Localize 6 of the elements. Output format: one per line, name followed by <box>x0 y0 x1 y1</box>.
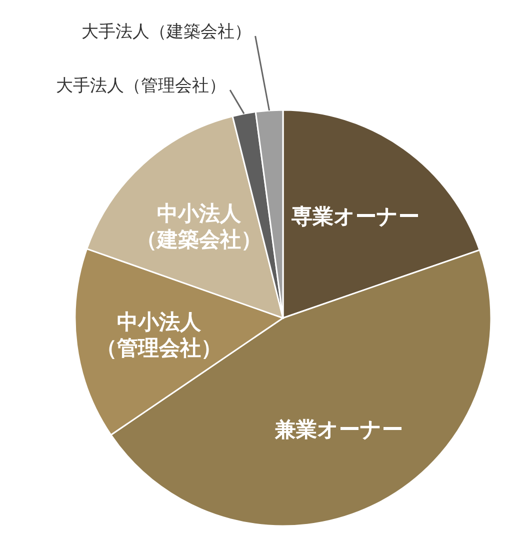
slice-label: 中小法人（管理会社） <box>96 310 222 360</box>
slice-label: 大手法人（建築会社） <box>81 22 252 42</box>
slice-label: 兼業オーナー <box>274 418 403 442</box>
slice-label: 専業オーナー <box>290 204 420 228</box>
slice-label: 大手法人（管理会社） <box>56 76 226 96</box>
slice-label: 中小法人（建築会社） <box>136 202 262 252</box>
